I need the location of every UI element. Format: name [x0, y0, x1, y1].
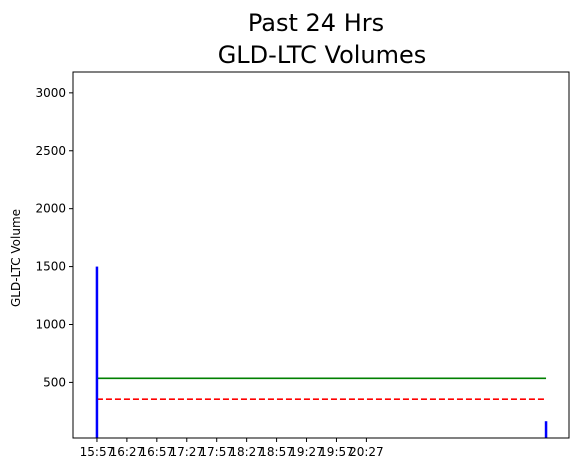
chart-title-line-1: Past 24 Hrs: [248, 9, 384, 37]
y-tick-label: 2500: [35, 144, 66, 158]
chart-title-line-2: GLD-LTC Volumes: [218, 41, 427, 69]
plot-frame: [72, 71, 570, 439]
volume-bar: [95, 266, 99, 438]
x-tick-label: 18:57: [259, 445, 294, 459]
y-tick-label: 3000: [35, 86, 66, 100]
x-tick-label: 17:27: [169, 445, 204, 459]
y-tick-label: 2000: [35, 202, 66, 216]
x-tick-label: 19:57: [319, 445, 354, 459]
x-tick-label: 19:27: [289, 445, 324, 459]
x-tick-label: 15:57: [80, 445, 115, 459]
x-tick-label: 20:27: [349, 445, 384, 459]
y-tick-label: 1500: [35, 260, 66, 274]
y-tick-label: 500: [43, 375, 66, 389]
volume-bar: [544, 421, 548, 438]
x-tick-label: 16:57: [140, 445, 175, 459]
y-axis-label: GLD-LTC Volume: [9, 209, 23, 307]
x-tick-label: 18:27: [229, 445, 264, 459]
x-tick-label: 17:57: [199, 445, 234, 459]
y-tick-label: 1000: [35, 317, 66, 331]
x-tick-label: 16:27: [110, 445, 145, 459]
